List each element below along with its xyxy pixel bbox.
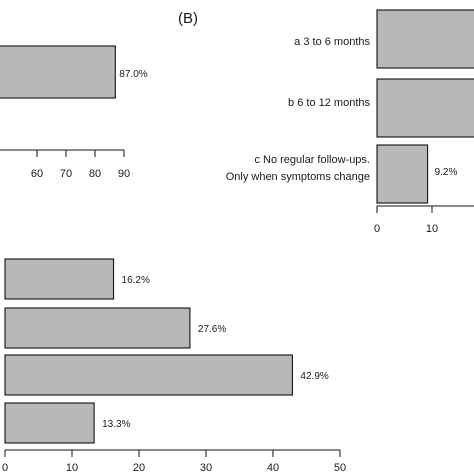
category-label-panel-b-1: b 6 to 12 months	[288, 97, 370, 109]
data-label-panel-c-0: 16.2%	[122, 275, 150, 286]
bar-panel-c-1	[4, 307, 191, 349]
x-tick-label-panel-c-4: 40	[267, 462, 279, 474]
panel-c-chart: 16.2% 27.6% 42.9% 13.3% 0 10 20 30 40 50	[2, 258, 346, 474]
x-tick-label-panel-a-2: 80	[89, 168, 101, 180]
category-label-panel-b-2: c No regular follow-ups.	[254, 154, 370, 166]
category-label-panel-b-2-line2: Only when symptoms change	[226, 171, 370, 183]
panel-b-label: (B)	[178, 10, 198, 27]
x-tick-label-panel-a-0: 60	[31, 168, 43, 180]
x-tick-label-panel-b-0: 0	[374, 223, 380, 235]
bar-panel-b-1	[376, 78, 474, 138]
data-label-panel-c-1: 27.6%	[198, 324, 226, 335]
bar-panel-b-2	[376, 144, 429, 204]
data-label-panel-b-2: 9.2%	[435, 167, 458, 178]
panel-b-chart: (B) 9.2% a 3 to 6 months b 6 to 12 months c…	[178, 9, 474, 235]
category-label-panel-b-0: a 3 to 6 months	[294, 36, 370, 48]
bar-panel-b-0	[376, 9, 474, 69]
bar-panel-c-2	[4, 354, 293, 396]
x-tick-label-panel-c-1: 10	[66, 462, 78, 474]
x-tick-label-panel-c-5: 50	[334, 462, 346, 474]
x-tick-label-panel-a-3: 90	[118, 168, 130, 180]
panel-a-chart: 87.0% 60 70 80 90	[0, 45, 148, 180]
bar-panel-a-0	[0, 45, 116, 99]
bar-panel-c-0	[4, 258, 115, 300]
x-tick-label-panel-b-1: 10	[426, 223, 438, 235]
data-label-panel-c-2: 42.9%	[300, 371, 328, 382]
x-tick-label-panel-c-0: 0	[2, 462, 8, 474]
data-label-panel-c-3: 13.3%	[102, 419, 130, 430]
bar-panel-c-3	[4, 402, 95, 444]
x-tick-label-panel-c-3: 30	[200, 462, 212, 474]
x-tick-label-panel-a-1: 70	[60, 168, 72, 180]
data-label-panel-a-0: 87.0%	[119, 69, 147, 80]
x-tick-label-panel-c-2: 20	[133, 462, 145, 474]
